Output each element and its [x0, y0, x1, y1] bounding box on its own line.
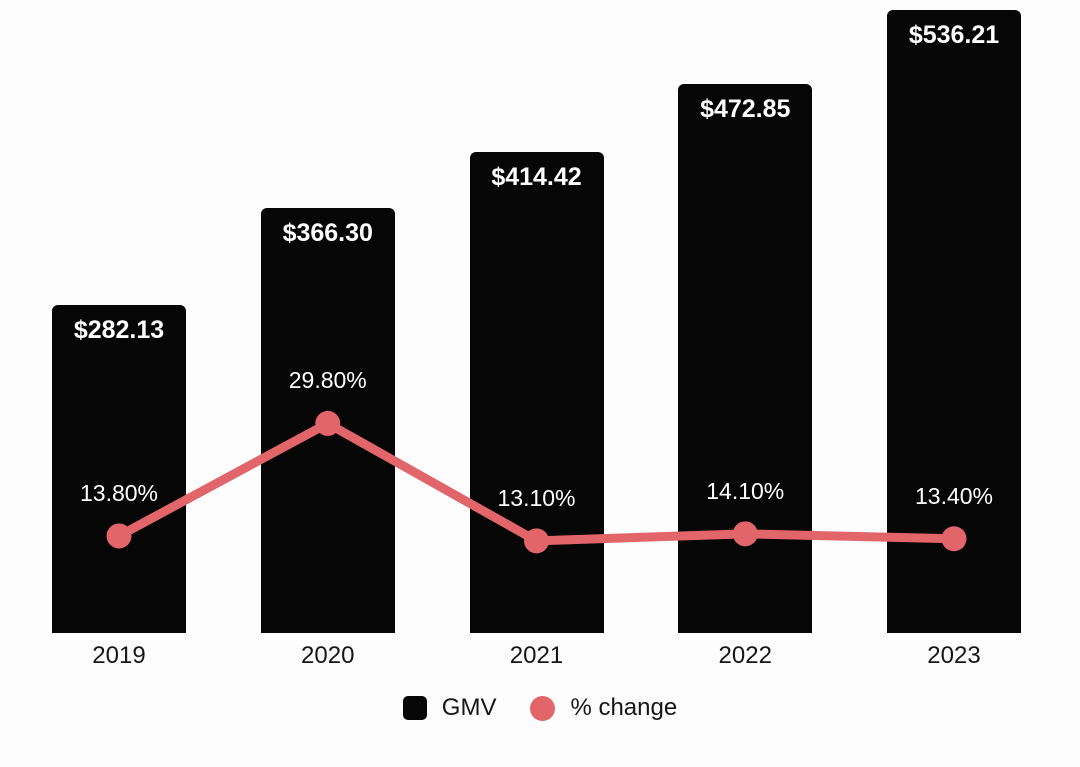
- legend-label: % change: [570, 694, 678, 721]
- x-axis-tick-label: 2020: [301, 642, 355, 669]
- pct-change-label: 13.40%: [914, 482, 994, 509]
- chart-legend: GMV % change: [0, 694, 1080, 722]
- pct-change-label: 13.80%: [79, 479, 159, 506]
- legend-label: GMV: [441, 694, 497, 721]
- gmv-bar-2023: [887, 10, 1021, 633]
- gmv-bar-2022: [678, 83, 813, 633]
- pct-change-label: 29.80%: [288, 367, 367, 394]
- gmv-bar-2019: [52, 305, 186, 633]
- bar-value-label: $282.13: [73, 316, 165, 345]
- legend-square-swatch-icon: [402, 696, 427, 720]
- gmv-bar-2020: [260, 207, 395, 633]
- bar-value-label: $472.85: [700, 94, 791, 123]
- gmv-bar-2021: [469, 151, 604, 633]
- pct-change-label: 13.10%: [497, 484, 576, 511]
- bar-value-label: $536.21: [908, 21, 1000, 50]
- x-axis-tick-label: 2023: [927, 642, 981, 669]
- legend-item-change: % change: [530, 694, 677, 722]
- x-axis-tick-label: 2019: [92, 642, 146, 669]
- bar-value-label: $366.30: [282, 218, 373, 247]
- x-axis-tick-label: 2021: [509, 642, 564, 669]
- legend-item-gmv: GMV: [402, 694, 497, 722]
- legend-circle-swatch-icon: [530, 695, 556, 721]
- pct-change-label: 14.10%: [706, 477, 785, 504]
- x-axis-tick-label: 2022: [718, 642, 772, 669]
- bar-value-label: $414.42: [491, 162, 582, 191]
